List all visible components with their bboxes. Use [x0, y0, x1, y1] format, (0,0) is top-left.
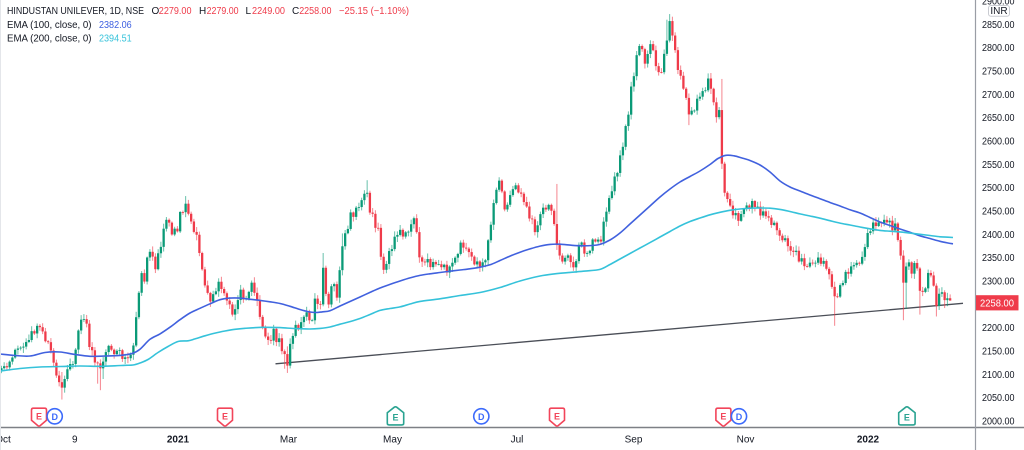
svg-text:2022: 2022 [857, 435, 880, 446]
svg-text:HINDUSTAN UNILEVER, 1D, NSE: HINDUSTAN UNILEVER, 1D, NSE [7, 6, 144, 17]
svg-text:E: E [392, 413, 398, 423]
svg-text:E: E [904, 413, 910, 423]
svg-text:May: May [383, 435, 402, 446]
svg-text:Oct: Oct [0, 435, 11, 446]
svg-text:2382.06: 2382.06 [99, 20, 132, 31]
svg-text:H: H [199, 6, 206, 17]
svg-text:E: E [222, 412, 228, 422]
svg-text:2100.00: 2100.00 [982, 370, 1015, 381]
svg-text:2150.00: 2150.00 [982, 347, 1015, 358]
svg-text:E: E [36, 412, 42, 422]
svg-text:2000.00: 2000.00 [982, 417, 1015, 428]
svg-text:2258.00: 2258.00 [299, 6, 332, 17]
svg-text:2800.00: 2800.00 [982, 43, 1015, 54]
svg-text:9: 9 [72, 435, 78, 446]
svg-text:2700.00: 2700.00 [982, 90, 1015, 101]
svg-text:2258.00: 2258.00 [980, 298, 1014, 309]
svg-text:Jul: Jul [511, 435, 524, 446]
svg-text:D: D [736, 412, 743, 422]
svg-text:2050.00: 2050.00 [982, 393, 1015, 404]
svg-text:2500.00: 2500.00 [982, 183, 1015, 194]
svg-text:E: E [554, 412, 560, 422]
svg-text:2279.00: 2279.00 [207, 6, 239, 17]
svg-text:Mar: Mar [280, 435, 298, 446]
svg-text:C: C [292, 6, 299, 17]
svg-text:2550.00: 2550.00 [982, 160, 1015, 171]
svg-text:Sep: Sep [625, 435, 643, 446]
svg-text:INR: INR [990, 6, 1007, 17]
svg-text:EMA (100, close, 0): EMA (100, close, 0) [7, 20, 92, 31]
svg-text:2021: 2021 [167, 435, 190, 446]
svg-text:−25.15 (−1.10%): −25.15 (−1.10%) [339, 6, 409, 17]
svg-text:EMA (200, close, 0): EMA (200, close, 0) [7, 34, 92, 45]
svg-text:L: L [246, 6, 252, 17]
svg-text:2400.00: 2400.00 [982, 230, 1015, 241]
svg-text:2850.00: 2850.00 [982, 20, 1015, 31]
svg-text:2200.00: 2200.00 [982, 323, 1015, 334]
svg-text:2249.00: 2249.00 [252, 6, 285, 17]
svg-text:2450.00: 2450.00 [982, 207, 1015, 218]
svg-text:O: O [152, 6, 160, 17]
svg-text:2300.00: 2300.00 [982, 277, 1015, 288]
svg-text:2279.00: 2279.00 [159, 6, 192, 17]
svg-text:D: D [478, 412, 485, 422]
svg-text:Nov: Nov [737, 435, 755, 446]
svg-text:E: E [720, 412, 726, 422]
svg-text:2650.00: 2650.00 [982, 113, 1015, 124]
svg-text:2750.00: 2750.00 [982, 67, 1015, 78]
svg-text:2900.00: 2900.00 [982, 0, 1015, 8]
svg-text:2600.00: 2600.00 [982, 137, 1015, 148]
svg-text:2394.51: 2394.51 [99, 34, 132, 45]
svg-text:D: D [51, 412, 58, 422]
svg-text:2350.00: 2350.00 [982, 253, 1015, 264]
